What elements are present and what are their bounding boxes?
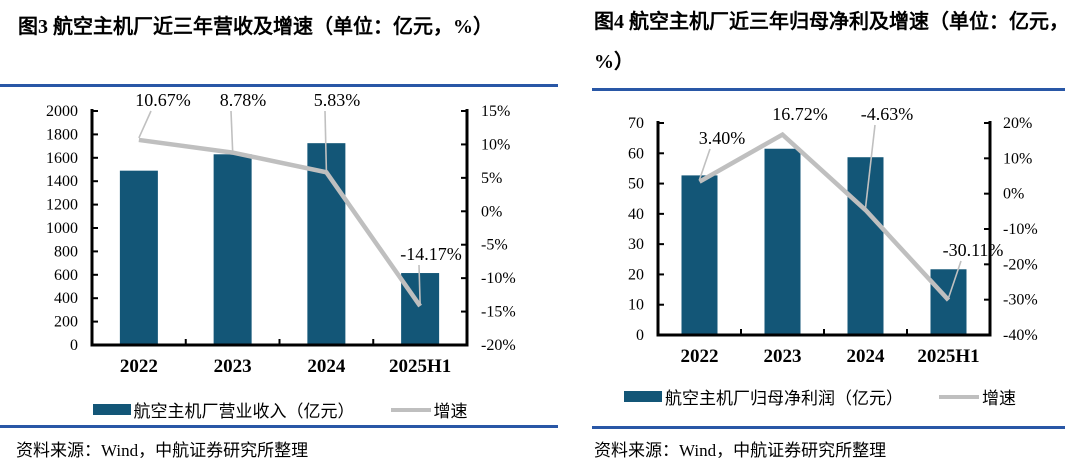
- figure3-legend-line-item: 增速: [390, 397, 468, 422]
- svg-text:70: 70: [628, 115, 644, 132]
- svg-text:2025H1: 2025H1: [389, 356, 451, 377]
- svg-text:2022: 2022: [120, 356, 158, 377]
- svg-text:50: 50: [628, 176, 644, 193]
- svg-text:0%: 0%: [1003, 186, 1024, 203]
- figure4-legend-line-item: 增速: [939, 384, 1016, 409]
- svg-text:0: 0: [636, 327, 644, 344]
- svg-text:15%: 15%: [481, 103, 510, 120]
- figure3-source: 资料来源：Wind，中航证券研究所整理: [16, 441, 309, 460]
- figure4-chart: 0 10 20 30 40 50 60 70 -40% -30% -20% -10% 0% 10% 20% 2…: [628, 104, 1038, 367]
- svg-text:2024: 2024: [847, 346, 886, 367]
- svg-text:0: 0: [70, 337, 78, 354]
- svg-text:5%: 5%: [481, 170, 502, 187]
- svg-text:-40%: -40%: [1003, 327, 1038, 344]
- line-swatch-icon: [939, 394, 979, 399]
- svg-text:-30.11%: -30.11%: [943, 240, 1004, 260]
- svg-text:2024: 2024: [307, 356, 346, 377]
- figure4-title: 图4 航空主机厂近三年归母净利及增速（单位：亿元，%）: [594, 11, 1069, 73]
- svg-text:2025H1: 2025H1: [917, 346, 979, 367]
- figure4-legend: 航空主机厂归母净利润（亿元） 增速: [560, 384, 1080, 409]
- figure3-legend-bar-label: 航空主机厂营业收入（亿元）: [133, 402, 355, 421]
- svg-text:-5%: -5%: [481, 237, 508, 254]
- figure4-source: 资料来源：Wind，中航证券研究所整理: [594, 441, 887, 460]
- figure4-legend-line-label: 增速: [982, 389, 1016, 408]
- svg-text:-20%: -20%: [481, 337, 516, 354]
- figure3-legend: 航空主机厂营业收入（亿元） 增速: [0, 397, 560, 422]
- svg-text:-30%: -30%: [1003, 292, 1038, 309]
- svg-text:-15%: -15%: [481, 304, 516, 321]
- svg-text:20: 20: [628, 266, 644, 283]
- svg-text:1800: 1800: [46, 126, 78, 143]
- svg-text:2022: 2022: [681, 346, 719, 367]
- svg-text:1600: 1600: [46, 150, 78, 167]
- svg-text:0%: 0%: [481, 203, 502, 220]
- svg-text:600: 600: [54, 267, 78, 284]
- svg-text:1400: 1400: [46, 173, 78, 190]
- line-swatch-icon: [390, 407, 431, 412]
- figure4-legend-bar-item: 航空主机厂归母净利润（亿元）: [624, 384, 903, 409]
- figure3-title: 图3 航空主机厂近三年营收及增速（单位：亿元，%）: [18, 16, 493, 38]
- svg-text:400: 400: [54, 290, 78, 307]
- svg-text:-4.63%: -4.63%: [861, 104, 914, 124]
- svg-text:10: 10: [628, 297, 644, 314]
- svg-text:3.40%: 3.40%: [699, 128, 746, 148]
- svg-text:2023: 2023: [214, 356, 252, 377]
- bar-swatch-icon: [92, 404, 131, 415]
- svg-text:2023: 2023: [764, 346, 802, 367]
- svg-text:200: 200: [54, 314, 78, 331]
- svg-text:-10%: -10%: [481, 270, 516, 287]
- svg-text:10.67%: 10.67%: [135, 90, 191, 110]
- svg-text:5.83%: 5.83%: [314, 90, 361, 110]
- svg-text:10%: 10%: [1003, 150, 1032, 167]
- svg-text:10%: 10%: [481, 136, 510, 153]
- figure3-legend-line-label: 增速: [433, 402, 468, 421]
- svg-text:-14.17%: -14.17%: [400, 244, 462, 264]
- figure3-chart: 0 200 400 600 800 1000 1200 1400 1600 1800 2000 -20…: [46, 90, 516, 377]
- svg-text:8.78%: 8.78%: [220, 90, 267, 110]
- svg-text:60: 60: [628, 145, 644, 162]
- svg-text:-10%: -10%: [1003, 221, 1038, 238]
- svg-text:1000: 1000: [46, 220, 78, 237]
- svg-text:1200: 1200: [46, 197, 78, 214]
- figure3-legend-bar-item: 航空主机厂营业收入（亿元）: [92, 397, 355, 422]
- svg-text:16.72%: 16.72%: [772, 104, 828, 124]
- svg-text:40: 40: [628, 206, 644, 223]
- svg-text:20%: 20%: [1003, 115, 1032, 132]
- figure4-bottom-rule: [592, 426, 1065, 429]
- bar-swatch-icon: [624, 391, 662, 402]
- svg-text:30: 30: [628, 236, 644, 253]
- figure4-legend-bar-label: 航空主机厂归母净利润（亿元）: [665, 389, 903, 408]
- figure3-bottom-rule: [0, 425, 558, 428]
- svg-text:-20%: -20%: [1003, 256, 1038, 273]
- svg-text:2000: 2000: [46, 103, 78, 120]
- figure3-top-rule: [0, 84, 558, 87]
- svg-text:800: 800: [54, 243, 78, 260]
- figure4-top-rule: [592, 88, 1065, 91]
